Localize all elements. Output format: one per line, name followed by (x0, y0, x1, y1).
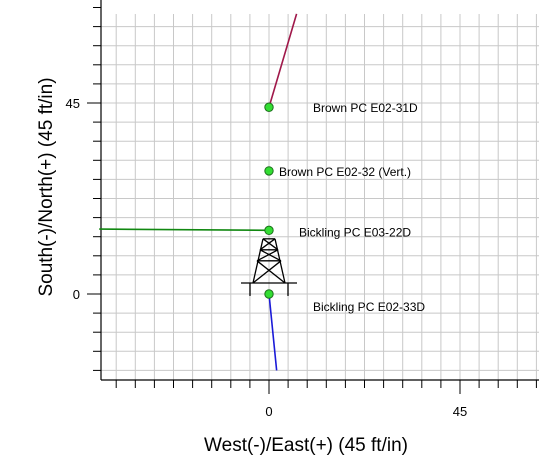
well-paths (99, 13, 298, 371)
drilling-rig-icon (241, 238, 297, 296)
well-label: Bickling PC E03-22D (299, 225, 411, 239)
well-labels: Brown PC E02-31D Brown PC E02-32 (Vert.) B… (279, 101, 425, 314)
rig-stroke (252, 260, 282, 284)
rig-stroke (259, 249, 282, 262)
grid (101, 14, 539, 380)
well-path (268, 13, 298, 108)
well-marker (264, 166, 274, 176)
rig-stroke (256, 249, 279, 262)
x-tick-label: 0 (265, 404, 272, 419)
axes: 0 45 0 45 (66, 0, 539, 419)
well-label: Brown PC E02-32 (Vert.) (279, 165, 411, 179)
y-tick-label: 0 (73, 287, 80, 302)
x-tick-label: 45 (453, 404, 467, 419)
well-marker (264, 225, 274, 236)
well-label: Brown PC E02-31D (313, 101, 418, 115)
rig-stroke (256, 260, 286, 284)
y-axis-label: South(-)/North(+) (45 ft/in) (36, 77, 57, 296)
well-marker (264, 289, 274, 299)
rig-stroke (262, 238, 279, 251)
well-label: Bickling PC E02-33D (313, 300, 425, 314)
well-path (99, 228, 270, 232)
rig-stroke (259, 238, 276, 251)
y-tick-label: 45 (66, 96, 80, 111)
x-axis-label: West(-)/East(+) (45 ft/in) (204, 435, 408, 456)
well-markers (264, 102, 274, 299)
well-path (268, 293, 278, 371)
well-marker (264, 102, 274, 112)
